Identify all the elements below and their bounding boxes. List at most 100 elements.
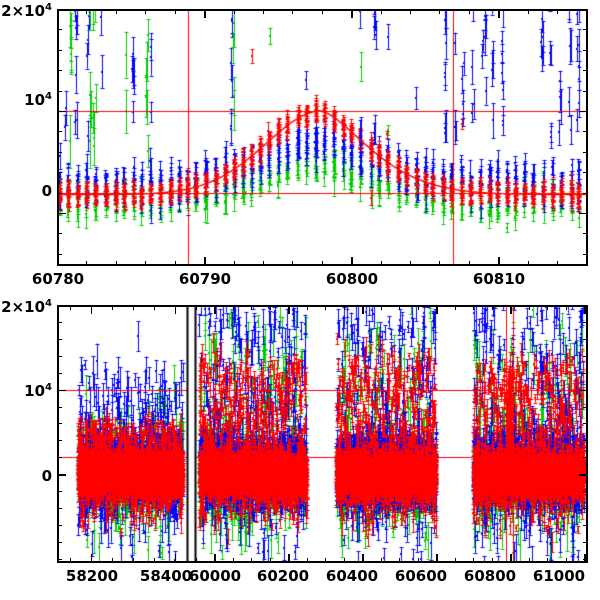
bottom-ytick-label-0: 0 xyxy=(41,467,52,485)
x-minor-tick-top xyxy=(269,305,271,310)
x-minor-tick xyxy=(153,558,155,563)
y-major-tick xyxy=(57,110,66,113)
x-minor-tick xyxy=(491,558,493,563)
y-minor-tick-right xyxy=(583,151,588,153)
x-minor-tick-top xyxy=(439,9,441,14)
x-minor-tick xyxy=(69,558,71,563)
y-minor-tick-right xyxy=(583,440,588,442)
bottom-panel-plot-area xyxy=(59,307,586,561)
x-minor-tick-top xyxy=(232,305,234,310)
y-minor-tick xyxy=(57,233,62,235)
x-minor-tick-top xyxy=(410,9,412,14)
x-minor-tick-top xyxy=(380,305,382,310)
y-major-tick xyxy=(57,305,66,307)
x-major-tick xyxy=(57,257,59,266)
x-minor-tick-top xyxy=(468,9,470,14)
x-minor-tick xyxy=(473,558,475,563)
x-major-tick-top xyxy=(498,9,500,18)
y-minor-tick xyxy=(57,558,62,560)
x-major-tick xyxy=(214,554,216,563)
x-minor-tick-top xyxy=(262,9,264,14)
top-ytick-label-2e4: 2×104 xyxy=(1,2,52,20)
x-major-tick xyxy=(498,257,500,266)
x-minor-tick xyxy=(325,558,327,563)
x-minor-tick-top xyxy=(454,305,456,310)
x-minor-tick-top xyxy=(343,305,345,310)
x-minor-tick xyxy=(262,261,264,266)
y-minor-tick xyxy=(57,491,62,493)
x-minor-tick-top xyxy=(473,305,475,310)
bottom-xtick-label-60000: 60000 xyxy=(188,567,242,585)
x-minor-tick-top xyxy=(153,305,155,310)
x-minor-tick-top xyxy=(565,305,567,310)
x-major-tick xyxy=(90,554,93,563)
x-minor-tick-top xyxy=(69,305,71,310)
y-minor-tick-right xyxy=(583,90,588,92)
x-major-tick-top xyxy=(57,9,59,18)
x-minor-tick xyxy=(399,558,401,563)
y-minor-tick-right xyxy=(583,29,588,31)
bottom-panel: 2×104 104 0 58200 58400 60000 60200 6040… xyxy=(0,296,600,600)
x-minor-tick xyxy=(343,558,345,563)
y-minor-tick-right xyxy=(583,558,588,560)
y-major-tick-right xyxy=(579,212,588,215)
y-minor-tick-right xyxy=(583,508,588,510)
x-minor-tick xyxy=(145,261,147,266)
x-minor-tick xyxy=(232,558,234,563)
y-minor-tick xyxy=(57,423,62,425)
y-minor-tick xyxy=(57,253,62,255)
y-minor-tick xyxy=(57,70,62,72)
x-minor-tick xyxy=(380,261,382,266)
y-major-tick xyxy=(57,212,66,215)
y-minor-tick-right xyxy=(583,355,588,357)
x-major-tick-top xyxy=(288,305,290,314)
y-minor-tick xyxy=(57,172,62,174)
x-minor-tick xyxy=(292,261,294,266)
y-minor-tick xyxy=(57,508,62,510)
x-major-tick xyxy=(288,554,290,563)
x-minor-tick-top xyxy=(115,9,117,14)
y-minor-tick xyxy=(57,29,62,31)
y-major-tick-right xyxy=(579,9,588,11)
y-minor-tick-right xyxy=(583,172,588,174)
x-minor-tick-top xyxy=(321,9,323,14)
bottom-xtick-label-58400: 58400 xyxy=(139,567,193,585)
x-minor-tick xyxy=(132,558,134,563)
y-minor-tick-right xyxy=(583,338,588,340)
top-panel-data-canvas xyxy=(59,11,586,264)
x-major-tick-top xyxy=(351,9,353,18)
top-ytick-label-1e4: 104 xyxy=(24,91,52,109)
x-major-tick xyxy=(174,554,176,563)
bottom-ytick-label-1e4: 104 xyxy=(24,382,52,400)
y-minor-tick xyxy=(57,49,62,51)
y-minor-tick-right xyxy=(583,321,588,323)
y-major-tick-right xyxy=(579,474,588,476)
y-minor-tick xyxy=(57,151,62,153)
y-minor-tick-right xyxy=(583,253,588,255)
x-major-tick xyxy=(351,257,353,266)
y-major-tick xyxy=(57,9,66,11)
y-minor-tick-right xyxy=(583,541,588,543)
y-minor-tick-right xyxy=(583,406,588,408)
bottom-xtick-label-58200: 58200 xyxy=(65,567,119,585)
y-minor-tick-right xyxy=(583,233,588,235)
x-minor-tick xyxy=(111,558,113,563)
x-major-tick-top xyxy=(90,305,93,314)
x-minor-tick-top xyxy=(417,305,419,310)
x-minor-tick xyxy=(586,261,588,266)
bottom-xtick-label-60600: 60600 xyxy=(394,567,448,585)
x-minor-tick xyxy=(565,558,567,563)
y-minor-tick xyxy=(57,192,62,194)
x-minor-tick xyxy=(468,261,470,266)
x-minor-tick-top xyxy=(251,305,253,310)
y-minor-tick xyxy=(57,372,62,374)
x-minor-tick xyxy=(251,558,253,563)
x-minor-tick xyxy=(527,261,529,266)
x-major-tick-top xyxy=(362,305,364,314)
bottom-xtick-label-60800: 60800 xyxy=(463,567,517,585)
x-minor-tick-top xyxy=(557,9,559,14)
y-minor-tick xyxy=(57,457,62,459)
y-minor-tick-right xyxy=(583,524,588,526)
x-minor-tick-top xyxy=(527,9,529,14)
x-minor-tick-top xyxy=(292,9,294,14)
